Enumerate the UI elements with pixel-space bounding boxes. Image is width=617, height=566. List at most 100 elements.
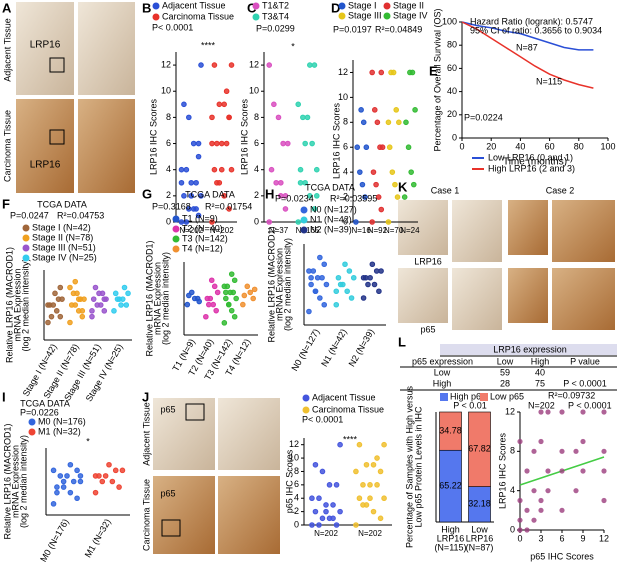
legend-swatch <box>22 244 30 252</box>
y-axis-label: p65 IHC Scores <box>284 449 294 513</box>
data-point <box>106 461 112 468</box>
data-point <box>531 517 537 523</box>
row-label: Carcinoma Tissue <box>2 110 12 182</box>
legend-label: T3 (N=142) <box>182 233 228 243</box>
data-point <box>317 295 323 301</box>
y-tick-label: 12 <box>249 59 259 69</box>
legend-label: T3&T4 <box>262 11 289 21</box>
data-point <box>223 88 230 95</box>
y-axis-label: (log 2 median intensity) <box>160 252 170 345</box>
value-label: 34.78 <box>439 426 462 436</box>
data-point <box>573 448 579 454</box>
case-label: Case 2 <box>546 185 575 195</box>
data-point <box>371 281 378 288</box>
data-point <box>250 295 256 302</box>
data-point <box>326 482 333 488</box>
data-point <box>319 515 326 522</box>
micrograph <box>16 99 74 193</box>
y-tick-label: 6 <box>166 138 171 148</box>
x-tick-label: N1 (N=42) <box>319 327 349 368</box>
y-axis-label: mRNA Expression <box>274 248 284 321</box>
data-point <box>221 283 228 290</box>
annotation: R²=0.09732 <box>548 390 595 400</box>
data-point <box>111 308 117 314</box>
data-point <box>353 522 359 528</box>
x-tick-label: 60 <box>545 141 555 151</box>
data-point <box>208 277 215 284</box>
data-point <box>308 274 314 281</box>
survival-line <box>461 21 594 89</box>
data-point <box>370 508 377 515</box>
x-tick-label: 0 <box>517 533 522 543</box>
y-tick-label: 10 <box>289 452 299 462</box>
data-point <box>357 169 363 175</box>
stain-label: LRP16 <box>414 256 442 266</box>
legend-swatch <box>172 245 180 253</box>
x-tick-label: N=70 <box>384 226 404 235</box>
y-axis-label: mRNA Expression <box>10 445 20 518</box>
legend-label: N1 (N=42) <box>310 214 352 224</box>
data-point <box>101 296 108 302</box>
data-point <box>184 301 191 308</box>
zoom-box <box>49 57 65 73</box>
data-point <box>531 488 537 494</box>
bar-segment <box>439 411 462 451</box>
data-point <box>210 301 217 308</box>
x-tick-label: M1 (N=32) <box>83 517 113 559</box>
data-point <box>559 409 565 415</box>
y-tick-label: 8 <box>166 112 171 122</box>
annotation: TCGA DATA <box>20 398 70 408</box>
stain-label: p65 <box>420 324 435 334</box>
data-point <box>378 206 385 213</box>
data-point <box>183 166 190 173</box>
data-point <box>517 517 523 523</box>
data-point <box>405 144 412 151</box>
data-point <box>559 468 565 474</box>
data-point <box>247 289 254 296</box>
micrograph <box>153 476 215 554</box>
data-point <box>396 119 402 126</box>
panel-label: B <box>142 0 151 15</box>
legend-label: T1&T2 <box>262 0 289 10</box>
x-tick-label: N=16 <box>351 226 371 235</box>
legend-swatch <box>383 2 391 10</box>
y-tick-label: 6 <box>294 479 299 489</box>
data-point <box>79 308 86 314</box>
row-header: p65 expression <box>412 356 473 366</box>
legend-label: N0 (N=127) <box>310 204 357 214</box>
y-tick-label: 12 <box>161 59 171 69</box>
data-point <box>304 114 311 121</box>
data-point <box>181 101 187 108</box>
y-axis-label: Percentage of Samples with High versus <box>404 385 414 548</box>
data-point <box>369 219 375 225</box>
data-point <box>312 461 319 468</box>
data-point <box>89 308 95 314</box>
data-point <box>316 522 322 528</box>
data-point <box>227 289 234 296</box>
data-point <box>214 179 220 186</box>
data-point <box>211 166 218 173</box>
value-label: 65.22 <box>439 481 462 491</box>
x-tick-label: (N=115) <box>434 542 466 552</box>
data-point <box>559 507 565 513</box>
legend-label: M0 (N=176) <box>38 416 86 426</box>
data-point <box>112 467 119 474</box>
y-tick-label: 12 <box>505 406 515 416</box>
column-header: P value <box>570 356 600 366</box>
legend-swatch <box>338 2 346 10</box>
data-point <box>316 495 322 502</box>
x-tick-label: 100 <box>600 141 615 151</box>
x-tick-label: M0 (N=176) <box>38 517 71 563</box>
value-label: 32.18 <box>468 499 491 509</box>
data-point <box>57 313 64 320</box>
data-point <box>221 320 228 326</box>
data-point <box>545 468 551 474</box>
micrograph <box>398 200 448 255</box>
legend-label: Carcinoma Tissue <box>162 11 234 21</box>
data-point <box>226 114 232 121</box>
data-point <box>312 508 319 515</box>
data-point <box>211 283 218 290</box>
data-point <box>209 114 215 121</box>
row-label: Adjacent Tissue <box>2 18 12 82</box>
legend-label: Stage I (N=42) <box>32 222 91 232</box>
